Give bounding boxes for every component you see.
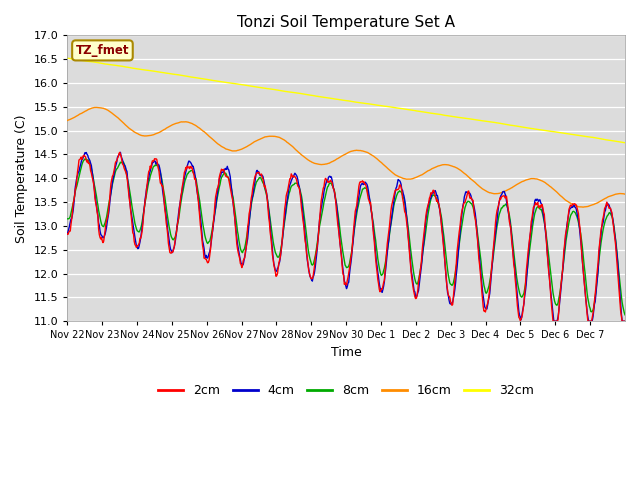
Text: TZ_fmet: TZ_fmet xyxy=(76,44,129,57)
Y-axis label: Soil Temperature (C): Soil Temperature (C) xyxy=(15,114,28,242)
X-axis label: Time: Time xyxy=(331,346,362,359)
Title: Tonzi Soil Temperature Set A: Tonzi Soil Temperature Set A xyxy=(237,15,455,30)
Legend: 2cm, 4cm, 8cm, 16cm, 32cm: 2cm, 4cm, 8cm, 16cm, 32cm xyxy=(153,379,539,402)
